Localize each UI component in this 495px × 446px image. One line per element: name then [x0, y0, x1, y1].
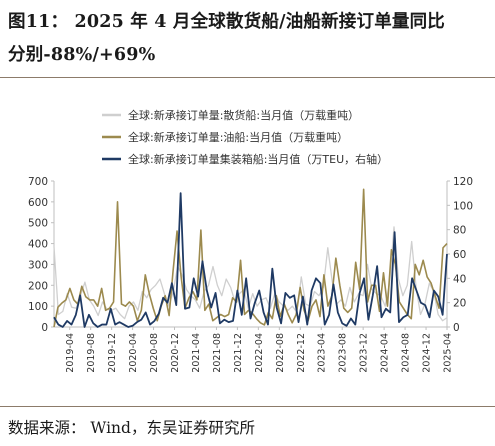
- figure-title-line-1: 图11： 2025 年 4 月全球散货船/油船新接订单量同比: [8, 12, 445, 32]
- x-tick-label: 2020-12: [170, 333, 181, 373]
- y-tick-label-left: 500: [28, 218, 48, 230]
- y-tick-label-right: 120: [453, 176, 473, 188]
- x-tick-label: 2021-04: [191, 333, 202, 373]
- y-tick-label-right: 100: [453, 200, 473, 212]
- y-tick-label-right: 80: [453, 225, 466, 237]
- y-tick-label-left: 400: [28, 239, 48, 251]
- legend: 全球:新承接订单量:散货船:当月值（万载重吨） 全球:新承接订单量:油船:当月值（…: [102, 108, 388, 166]
- y-tick-label-right: 0: [453, 322, 460, 334]
- y-tick-label-left: 700: [28, 176, 48, 188]
- x-tick-label: 2021-08: [212, 333, 223, 373]
- x-tick-label: 2022-08: [275, 333, 286, 373]
- data-source-note: 数据来源： Wind，东吴证券研究所: [8, 419, 255, 437]
- legend-label-2: 全球:新承接订单量:油船:当月值（万载重吨）: [128, 130, 348, 144]
- x-tick-label: 2023-08: [338, 333, 349, 373]
- x-tick-label: 2020-04: [128, 333, 139, 373]
- x-tick-label: 2025-04: [443, 333, 454, 373]
- axes: 0 100 200 300 400 500 600 700 0 20 40 60 80 100 120 201…: [28, 176, 473, 373]
- x-tick-label: 2022-04: [254, 333, 265, 373]
- figure-title-line-2: 分别-88%/+69%: [8, 45, 156, 65]
- x-tick-label: 2020-08: [149, 333, 160, 373]
- x-tick-label: 2024-12: [422, 333, 433, 373]
- y-tick-label-right: 60: [453, 249, 466, 261]
- x-tick-label: 2023-12: [359, 333, 370, 373]
- x-tick-label: 2022-12: [296, 333, 307, 373]
- x-tick-label: 2024-08: [401, 333, 412, 373]
- top-rule: [0, 77, 495, 78]
- plot-area: [53, 188, 448, 328]
- legend-label-3: 全球:新承接订单量集装箱船:当月值（万TEU，右轴）: [128, 152, 388, 166]
- figure-title: 图11： 2025 年 4 月全球散货船/油船新接订单量同比 分别-88%/+6…: [8, 6, 488, 72]
- y-tick-label-right: 40: [453, 273, 466, 285]
- x-tick-label: 2019-08: [86, 333, 97, 373]
- y-tick-label-right: 20: [453, 298, 466, 310]
- chart: 全球:新承接订单量:散货船:当月值（万载重吨） 全球:新承接订单量:油船:当月值（…: [28, 108, 473, 373]
- y-tick-label-left: 0: [41, 322, 48, 334]
- x-tick-label: 2021-12: [233, 333, 244, 373]
- y-tick-label-left: 100: [28, 301, 48, 313]
- series-line-2: [53, 188, 448, 328]
- x-tick-label: 2023-04: [317, 333, 328, 373]
- bottom-rule: [0, 406, 495, 407]
- y-tick-label-left: 200: [28, 280, 48, 292]
- x-tick-label: 2019-12: [107, 333, 118, 373]
- x-tick-label: 2024-04: [380, 333, 391, 373]
- y-tick-label-left: 300: [28, 259, 48, 271]
- y-tick-label-left: 600: [28, 197, 48, 209]
- legend-label-1: 全球:新承接订单量:散货船:当月值（万载重吨）: [128, 108, 359, 122]
- x-tick-label: 2019-04: [65, 333, 76, 373]
- series-line-3: [53, 192, 448, 328]
